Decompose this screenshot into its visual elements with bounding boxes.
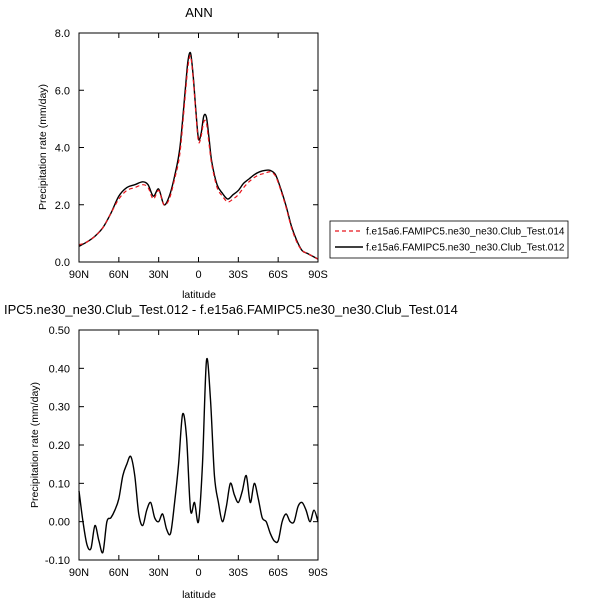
bottom-chart-series	[78, 357, 319, 554]
x-tick-label: 90S	[308, 567, 328, 579]
top-chart-xlabel: latitude	[182, 289, 216, 301]
y-tick-label: 8.0	[55, 28, 70, 40]
top-chart-legend: f.e15a6.FAMIPC5.ne30_ne30.Club_Test.014 …	[329, 220, 569, 259]
y-tick-label: 0.00	[49, 517, 70, 529]
y-tick-label: 0.10	[49, 478, 70, 490]
bottom-chart-panel: IPC5.ne30_ne30.Club_Test.012 - f.e15a6.F…	[4, 302, 458, 601]
x-tick-label: 30N	[149, 269, 169, 281]
y-tick-label: 6.0	[55, 85, 70, 97]
x-tick-label: 30S	[229, 269, 249, 281]
x-tick-label: 90N	[69, 269, 89, 281]
legend-label-test012: f.e15a6.FAMIPC5.ne30_ne30.Club_Test.012	[366, 243, 565, 254]
y-tick-label: -0.10	[45, 555, 70, 567]
bottom-chart-ticks: 90N 60N 30N 0 30S 60S 90S -0.10 0.00 0.10 0.20 0.30…	[45, 325, 328, 579]
top-chart-ylabel: Precipitation rate (mm/day)	[37, 84, 49, 210]
series-line-1-0	[78, 357, 319, 554]
top-chart-panel: ANN 90N 60N 30N 0 30S 60S 90S 0.0 2.0 4.0 6.0 8.0 l…	[37, 5, 328, 301]
bottom-chart-frame	[78, 329, 319, 561]
y-tick-label: 0.50	[49, 325, 70, 337]
legend-box	[329, 220, 569, 259]
x-tick-label: 0	[195, 269, 201, 281]
x-tick-label: 30N	[149, 567, 169, 579]
bottom-chart-title: IPC5.ne30_ne30.Club_Test.012 - f.e15a6.F…	[4, 302, 458, 317]
y-tick-label: 0.30	[49, 402, 70, 414]
bottom-chart-ylabel: Precipitation rate (mm/day)	[29, 382, 41, 508]
x-tick-label: 60S	[268, 269, 288, 281]
y-tick-label: 2.0	[55, 200, 70, 212]
bottom-chart-xlabel: latitude	[182, 589, 216, 601]
x-tick-label: 60N	[109, 269, 129, 281]
x-tick-label: 60N	[109, 567, 129, 579]
x-tick-label: 60S	[268, 567, 288, 579]
y-tick-label: 0.20	[49, 440, 70, 452]
series-line-0-0	[78, 55, 319, 260]
x-tick-label: 30S	[229, 567, 249, 579]
x-tick-label: 90S	[308, 269, 328, 281]
top-chart-title: ANN	[185, 5, 212, 20]
legend-label-test014: f.e15a6.FAMIPC5.ne30_ne30.Club_Test.014	[366, 227, 565, 238]
top-chart-series	[78, 51, 319, 260]
top-chart-frame	[78, 32, 319, 263]
series-line-0-1	[78, 51, 319, 260]
top-chart-ticks: 90N 60N 30N 0 30S 60S 90S 0.0 2.0 4.0 6.0 8.0	[55, 28, 328, 281]
x-tick-label: 0	[195, 567, 201, 579]
y-tick-label: 0.0	[55, 257, 70, 269]
y-tick-label: 0.40	[49, 363, 70, 375]
x-tick-label: 90N	[69, 567, 89, 579]
y-tick-label: 4.0	[55, 143, 70, 155]
